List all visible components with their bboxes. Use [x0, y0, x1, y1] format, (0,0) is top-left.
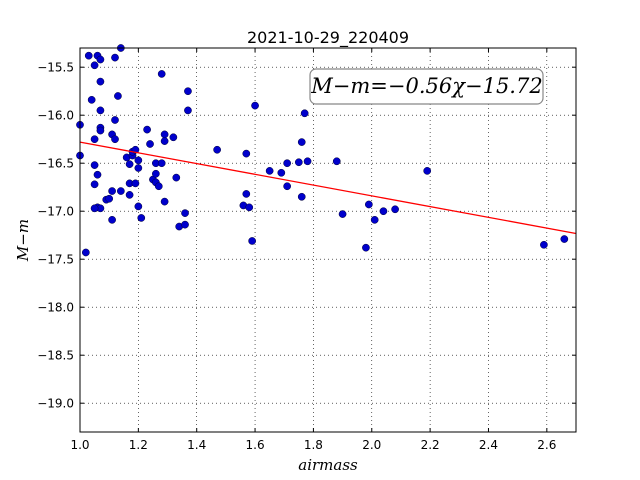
x-tick-label: 1.2	[129, 438, 148, 452]
data-point	[297, 192, 306, 201]
data-point	[111, 135, 119, 144]
fit-line	[79, 141, 577, 235]
data-point	[560, 235, 569, 243]
data-point	[391, 205, 399, 214]
data-point	[181, 220, 189, 229]
x-axis-label: airmass	[298, 456, 358, 474]
y-tick-label: −15.5	[37, 61, 74, 75]
x-tick-label: 1.0	[70, 438, 89, 452]
data-point	[90, 61, 99, 70]
y-tick-labels: −15.5 −16.0 −16.5 −17.0 −17.5 −18.0 −18.5 −19.0	[37, 61, 74, 411]
data-point	[184, 87, 192, 96]
data-point	[283, 159, 292, 168]
y-tick-label: −16.0	[37, 109, 74, 123]
data-point	[540, 240, 548, 249]
data-point	[125, 191, 134, 199]
y-tick-label: −16.5	[37, 157, 74, 171]
data-point	[146, 140, 154, 148]
y-tick-label: −18.5	[37, 349, 74, 363]
data-point	[131, 179, 140, 188]
y-tick-label: −18.0	[37, 301, 74, 315]
data-point	[90, 161, 99, 169]
y-tick-label: −17.5	[37, 253, 74, 267]
data-point	[184, 106, 192, 115]
plot-frame	[79, 47, 577, 433]
data-point	[84, 51, 93, 60]
data-point	[93, 170, 102, 179]
data-point	[160, 130, 169, 139]
data-point	[111, 116, 119, 124]
y-tick-label: −17.0	[37, 205, 74, 219]
data-point	[157, 159, 166, 168]
axis-ticks	[79, 48, 576, 432]
x-tick-label: 2.0	[362, 438, 381, 452]
data-point	[300, 109, 309, 118]
data-point	[245, 203, 254, 212]
data-point	[90, 204, 99, 213]
annotation-text: M−m=−0.56χ−15.72	[310, 74, 542, 98]
data-point	[105, 194, 114, 203]
plot-area	[80, 48, 576, 432]
data-point	[251, 101, 259, 110]
data-point	[143, 125, 151, 134]
data-point	[294, 158, 303, 167]
x-tick-label: 2.4	[479, 438, 498, 452]
chart-title: 2021-10-29_220409	[247, 28, 409, 48]
data-point	[181, 209, 189, 217]
data-point	[134, 164, 143, 172]
data-point	[152, 169, 160, 178]
y-tick-label: −19.0	[37, 397, 74, 411]
x-tick-label: 1.6	[246, 438, 265, 452]
data-point	[108, 215, 116, 224]
data-point	[96, 126, 105, 135]
data-point	[332, 157, 341, 166]
data-point	[90, 180, 99, 189]
data-point	[160, 137, 169, 145]
data-point	[283, 182, 292, 191]
data-point	[242, 190, 251, 198]
data-point	[90, 135, 99, 144]
data-point	[87, 95, 96, 104]
data-point	[364, 200, 373, 209]
data-point	[213, 145, 221, 154]
data-point	[125, 160, 134, 169]
data-point	[277, 168, 286, 177]
data-point	[169, 133, 178, 142]
x-tick-label: 2.6	[537, 438, 556, 452]
data-point	[108, 187, 116, 195]
data-point	[137, 214, 146, 222]
data-point	[338, 210, 347, 218]
data-point	[379, 207, 388, 216]
data-point	[242, 149, 251, 158]
data-point	[160, 197, 169, 206]
data-point	[114, 92, 122, 100]
data-point	[265, 167, 274, 175]
data-point	[154, 182, 163, 191]
data-point	[134, 156, 143, 165]
data-point	[96, 106, 105, 115]
data-point	[111, 53, 119, 62]
x-tick-label: 2.2	[421, 438, 440, 452]
x-tick-label: 1.8	[304, 438, 323, 452]
data-point	[96, 77, 105, 86]
data-point	[370, 215, 379, 224]
data-point	[172, 173, 181, 182]
x-tick-labels: 1.0 1.2 1.4 1.6 1.8 2.0 2.2 2.4 2.6	[70, 438, 556, 452]
data-point	[81, 248, 90, 257]
annotation-box	[309, 68, 544, 105]
data-point	[423, 167, 432, 175]
data-point	[134, 202, 143, 211]
data-points	[76, 44, 569, 257]
data-point	[116, 187, 125, 195]
data-point	[362, 243, 370, 252]
fit-annotation: M−m=−0.56χ−15.72	[309, 68, 544, 105]
data-point	[248, 237, 256, 245]
data-point	[303, 157, 312, 166]
data-point	[157, 70, 166, 78]
y-axis-label: M−m	[14, 219, 32, 262]
data-point	[96, 55, 105, 64]
data-point	[297, 138, 306, 146]
x-tick-label: 1.4	[187, 438, 206, 452]
